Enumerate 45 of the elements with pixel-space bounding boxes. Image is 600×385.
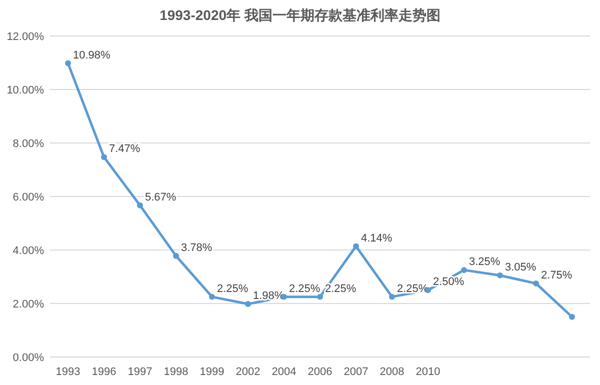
data-label: 10.98% (73, 49, 111, 62)
x-tick-label: 2002 (236, 366, 260, 378)
data-label: 2.25% (217, 282, 248, 295)
point (101, 154, 107, 160)
point (245, 301, 251, 308)
x-tick-label: 2004 (272, 366, 296, 378)
y-tick-label: 12.00% (6, 31, 44, 43)
x-tick-label: 1996 (92, 366, 116, 378)
point (389, 294, 395, 300)
title: 1993-2020年 我国一年期存款基准利率走势图 (160, 7, 440, 23)
data-label: 2.25% (289, 282, 320, 295)
x-tick-label: 1998 (164, 366, 188, 378)
point (317, 294, 323, 300)
data-label: 7.47% (109, 143, 140, 156)
point (65, 60, 71, 66)
x-tick-label: 2010 (416, 366, 440, 378)
data-label: 2.75% (541, 269, 572, 282)
y-tick-label: 2.00% (12, 298, 44, 310)
x-tick-label: 1999 (200, 366, 224, 378)
y-tick-label: 6.00% (12, 192, 44, 204)
y-tick-label: 4.00% (12, 245, 44, 257)
x-tick-label: 1997 (128, 366, 152, 378)
x-tick-label: 1993 (56, 366, 80, 378)
x-tick-label: 2008 (380, 366, 404, 378)
point (137, 202, 143, 208)
point (533, 280, 539, 286)
point (497, 272, 503, 278)
point (173, 252, 179, 259)
x-tick-label: 2007 (344, 366, 368, 378)
y-tick-label: 8.00% (12, 138, 44, 150)
point (569, 314, 575, 320)
data-label: 1.98% (253, 290, 284, 302)
point (209, 294, 215, 300)
data-label: 3.78% (181, 242, 212, 254)
point (461, 267, 467, 274)
data-label: 4.14% (361, 232, 392, 244)
data-label: 3.05% (505, 261, 536, 274)
y-tick-label: 10.00% (6, 84, 44, 96)
data-label: 2.25% (325, 282, 356, 295)
data-label: 3.25% (469, 256, 500, 268)
point (353, 243, 359, 250)
data-label: 2.25% (397, 282, 428, 295)
data-label: 5.67% (145, 191, 176, 204)
x-tick-label: 2006 (308, 366, 332, 378)
y-tick-label: 0.00% (12, 352, 44, 364)
